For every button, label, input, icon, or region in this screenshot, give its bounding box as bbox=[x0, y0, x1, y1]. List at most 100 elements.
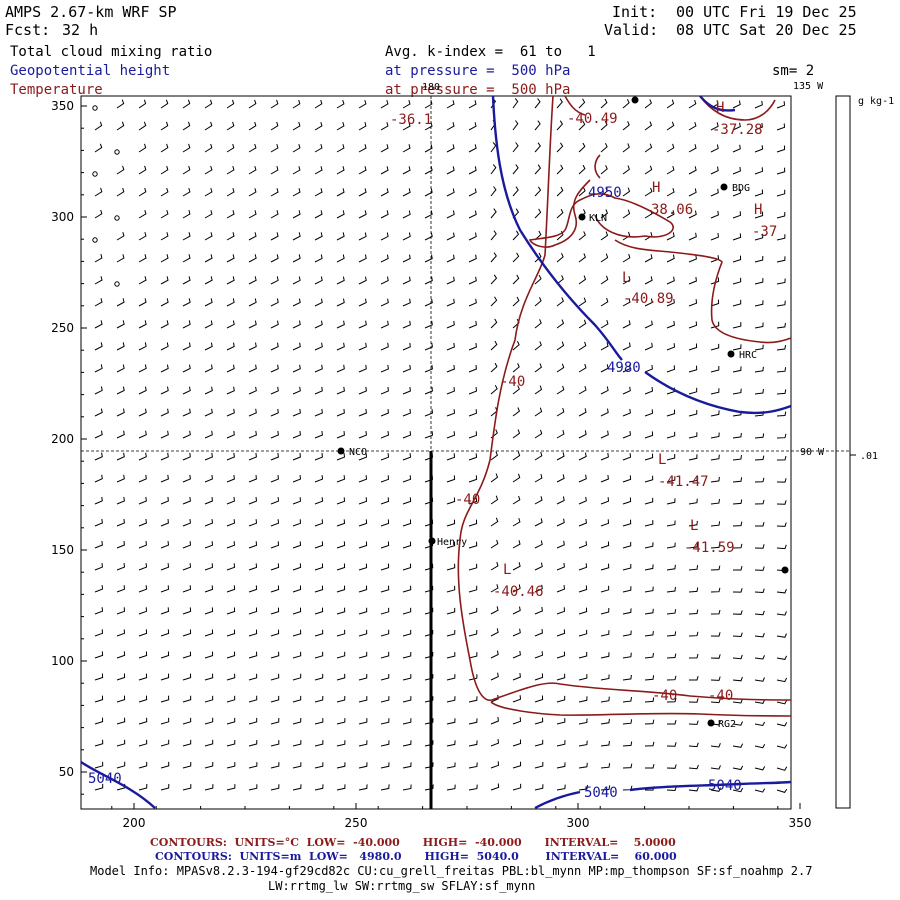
wind-barb bbox=[468, 342, 477, 351]
wind-barb bbox=[226, 651, 236, 659]
wind-barb bbox=[446, 409, 456, 417]
wind-barb bbox=[534, 274, 542, 285]
wind-barb bbox=[644, 630, 654, 637]
wind-barb bbox=[556, 452, 565, 461]
wind-barb bbox=[270, 386, 279, 395]
wind-barb bbox=[578, 120, 586, 131]
valid-label: Valid: bbox=[604, 21, 659, 39]
wind-barb bbox=[116, 585, 126, 593]
wind-barb bbox=[270, 121, 279, 131]
wind-barb bbox=[776, 766, 788, 771]
wind-barb bbox=[226, 187, 235, 197]
wind-barb bbox=[688, 188, 697, 197]
wind-barb bbox=[138, 99, 147, 109]
wind-barb bbox=[776, 500, 787, 505]
wind-barb bbox=[688, 498, 698, 505]
wind-barb bbox=[182, 99, 191, 109]
wind-barb bbox=[336, 121, 345, 131]
wind-barb bbox=[468, 696, 478, 703]
wind-barb bbox=[270, 717, 280, 725]
wind-barb bbox=[776, 167, 786, 175]
wind-barb bbox=[380, 784, 390, 791]
wind-barb bbox=[512, 363, 520, 373]
wind-barb bbox=[688, 387, 698, 395]
wind-barb bbox=[160, 585, 170, 593]
wind-barb bbox=[380, 386, 389, 395]
field3-name: Temperature bbox=[10, 82, 103, 98]
wind-barb bbox=[446, 166, 455, 175]
wind-barb bbox=[116, 563, 126, 571]
temp-label: -40.46 bbox=[493, 584, 544, 600]
wind-barb bbox=[578, 762, 588, 769]
wind-barb bbox=[94, 408, 103, 417]
wind-barb bbox=[754, 455, 765, 461]
wind-barb bbox=[512, 584, 521, 593]
station-labels: BDG KLN HRC NCO Henry RG2 bbox=[349, 183, 757, 730]
wind-barb bbox=[380, 585, 390, 593]
wind-barb bbox=[182, 519, 191, 527]
wind-barb bbox=[534, 319, 542, 329]
wind-barb bbox=[336, 431, 345, 439]
wind-barb bbox=[424, 607, 434, 615]
wind-barb bbox=[776, 278, 786, 285]
wind-barb bbox=[402, 497, 412, 505]
wind-barb bbox=[402, 188, 411, 197]
wind-barb bbox=[688, 254, 697, 263]
wind-barb bbox=[292, 453, 301, 461]
wind-barb bbox=[534, 407, 543, 417]
height-contours bbox=[80, 95, 792, 810]
wind-barb bbox=[182, 364, 191, 373]
station-dot bbox=[578, 213, 586, 221]
wind-barb bbox=[754, 788, 766, 793]
wind-barb bbox=[182, 496, 191, 505]
wind-barb bbox=[710, 410, 720, 417]
wind-barb bbox=[490, 296, 498, 307]
wind-barb bbox=[116, 651, 126, 659]
wind-barb bbox=[402, 453, 412, 461]
wind-barb bbox=[248, 430, 257, 439]
wind-barb bbox=[358, 232, 367, 241]
wind-barb bbox=[94, 143, 103, 153]
wind-barb bbox=[578, 142, 586, 153]
wind-barb bbox=[578, 696, 588, 703]
wind-barb bbox=[248, 497, 258, 505]
wind-barb bbox=[116, 717, 126, 725]
wind-barb bbox=[512, 783, 522, 791]
wind-barb bbox=[468, 232, 477, 241]
wind-barb bbox=[314, 408, 323, 417]
wind-barb bbox=[160, 298, 169, 307]
wind-barb bbox=[732, 299, 742, 307]
wind-barb bbox=[689, 676, 699, 681]
wind-barb bbox=[556, 164, 564, 175]
wind-barb bbox=[138, 452, 147, 461]
wind-barb bbox=[512, 98, 519, 109]
y-tick-label: 50 bbox=[59, 765, 74, 779]
wind-barb bbox=[468, 431, 478, 439]
wind-barb bbox=[644, 608, 654, 615]
wind-barb bbox=[776, 455, 787, 461]
wind-barb bbox=[204, 585, 214, 593]
wind-barb bbox=[358, 298, 367, 307]
temp-labels: -36.1 -40.49 -37.28 38.06 -37 -40.89 -40… bbox=[390, 100, 777, 704]
wind-barb bbox=[336, 166, 345, 175]
wind-barb bbox=[116, 364, 125, 373]
wind-barb bbox=[556, 208, 564, 219]
wind-barb bbox=[490, 539, 499, 549]
wind-barb bbox=[556, 142, 564, 153]
wind-barb bbox=[622, 497, 632, 505]
wind-barb bbox=[292, 585, 302, 593]
wind-barb bbox=[402, 409, 411, 417]
wind-barb bbox=[490, 164, 497, 175]
wind-barb bbox=[512, 120, 519, 131]
wind-barb bbox=[116, 452, 125, 461]
wind-barb bbox=[644, 254, 653, 263]
wind-barb bbox=[380, 364, 389, 373]
wind-barb bbox=[292, 121, 301, 131]
wind-barb bbox=[270, 143, 279, 153]
wind-barb bbox=[336, 563, 346, 571]
wind-barb bbox=[600, 209, 609, 219]
wind-barb bbox=[534, 451, 543, 461]
wind-barb bbox=[754, 366, 764, 373]
wind-barb bbox=[424, 431, 434, 439]
